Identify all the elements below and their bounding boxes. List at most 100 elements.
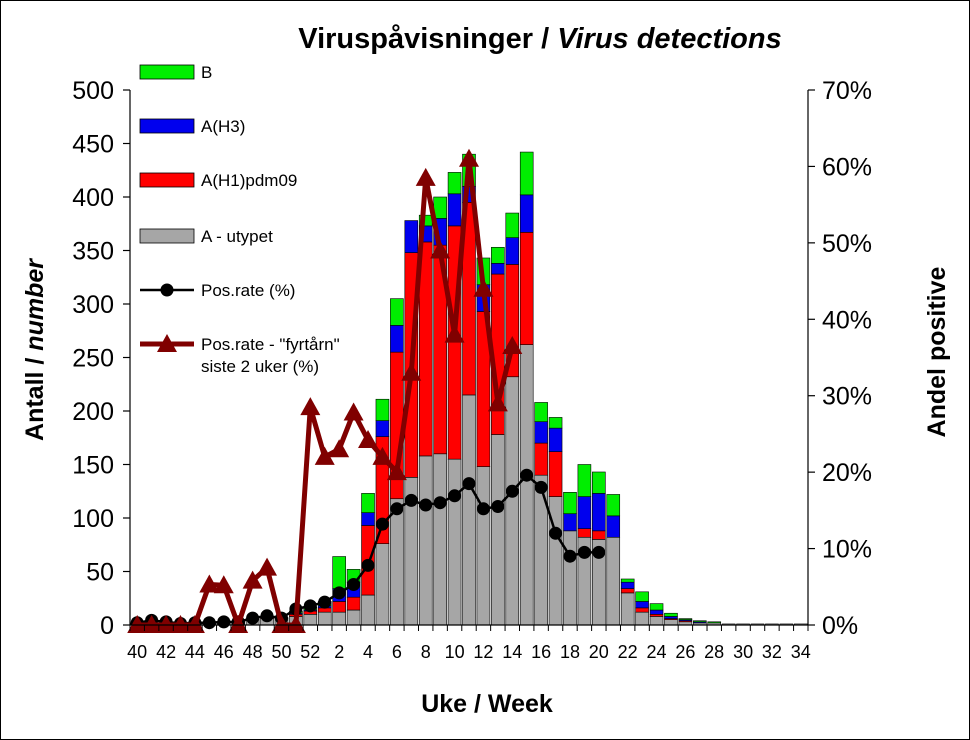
bar-a-h3-wk13 [491,263,505,275]
bar-a-utypet-wk8 [418,455,433,626]
y-axis-title: Antall / number [21,258,49,441]
x-tick-label-40: 40 [127,642,147,662]
bar-a-utypet-wk23 [635,611,649,626]
bar-a-utypet-wk6 [390,498,404,626]
x-tick-label-2: 2 [334,642,344,662]
point-pos-rate-wk45 [202,616,216,630]
point-pos-rate-wk20 [592,545,606,559]
bar-a-utypet-wk9 [433,453,447,626]
legend-sentinel-label-line1: Pos.rate - "fyrtårn" [201,335,340,354]
bar-b-wk6 [390,298,404,326]
bar-a-utypet-wk1 [317,611,332,626]
bar-a-h1-pdm09-wk23 [635,607,649,613]
point-pos-rate-wk46 [217,615,231,629]
left-axis-ticks: 0 50 100 150 200 250 300 350 400 450 500 [72,77,130,640]
point-pos-rate-wk1 [318,595,332,609]
bar-a-h3-wk14 [505,237,520,265]
point-pos-rate-wk17 [549,526,563,540]
bar-a-h3-wk17 [548,427,563,452]
point-sentinel-rate-wk2 [329,439,350,458]
x-tick-label-4: 4 [363,642,373,662]
bar-a-utypet-wk10 [447,458,462,626]
point-sentinel-rate-wk10 [444,324,465,343]
bar-b-wk5 [375,398,390,421]
point-sentinel-rate-wk13 [487,393,508,412]
point-pos-rate-wk4 [361,558,375,572]
lines-layer [127,148,606,633]
y-tick-label-450: 450 [72,131,114,159]
legend-rate-marker [160,283,174,297]
point-sentinel-rate-wk12 [473,278,494,297]
x-tick-label-22: 22 [618,642,638,662]
bar-a-h3-wk24 [649,609,664,615]
bar-b-wk22 [620,578,635,583]
point-sentinel-rate-wk42 [156,615,177,633]
point-pos-rate-wk19 [577,545,591,559]
point-sentinel-rate-wk44 [184,615,205,633]
bar-b-wk23 [635,591,649,602]
legend-a-utypet-label: A - utypet [201,227,273,246]
bar-a-h3-wk19 [577,496,592,530]
y2-tick-label-5: 50% [822,230,872,258]
bar-a-h1-pdm09-wk15 [519,232,534,345]
bar-a-utypet-wk15 [519,344,534,626]
point-pos-rate-wk13 [491,500,505,513]
bar-a-utypet-wk2 [332,611,346,626]
bar-a-utypet-wk16 [534,474,548,626]
y2-axis-title: Andel positive [923,266,951,437]
bar-a-utypet-wk18 [563,530,577,626]
point-pos-rate-wk14 [505,484,519,498]
point-sentinel-rate-wk51 [285,615,306,633]
legend-rate-label: Pos.rate (%) [201,281,295,300]
bar-b-wk14 [505,212,520,238]
point-sentinel-rate-wk50 [271,615,292,633]
point-pos-rate-wk7 [404,493,418,507]
point-sentinel-rate-wk6 [386,462,407,481]
point-pos-rate-wk15 [520,468,534,482]
bar-a-h3-wk6 [390,325,404,353]
bar-b-wk20 [592,471,606,494]
point-pos-rate-wk5 [375,517,389,531]
x-tick-label-48: 48 [243,642,263,662]
bar-a-h1-pdm09-wk24 [649,613,664,617]
legend-a-h1-pdm09-label: A(H1)pdm09 [201,171,297,190]
bar-a-h3-wk4 [361,512,375,526]
point-pos-rate-wk3 [347,578,361,591]
y-tick-label-400: 400 [72,184,114,212]
point-pos-rate-wk18 [563,549,577,563]
x-tick-label-6: 6 [392,642,402,662]
x-tick-label-30: 30 [733,642,753,662]
x-axis-title: Uke / Week [421,690,553,718]
y-tick-label-150: 150 [72,452,114,480]
x-tick-label-50: 50 [271,642,291,662]
x-tick-label-10: 10 [445,642,465,662]
bar-a-utypet-wk21 [606,536,621,626]
bar-b-wk24 [649,603,664,611]
point-sentinel-rate-wk7 [401,362,422,381]
bar-a-h3-wk16 [534,421,548,444]
point-sentinel-rate-wk1 [314,446,335,465]
point-sentinel-rate-wk49 [257,557,278,576]
point-pos-rate-wk16 [534,480,548,494]
bar-a-h1-pdm09-wk3 [346,596,361,611]
bar-a-h1-pdm09-wk8 [418,241,433,457]
y-tick-label-500: 500 [72,77,114,105]
bar-a-utypet-wk3 [346,609,361,626]
x-tick-label-28: 28 [704,642,724,662]
bar-b-wk15 [519,151,534,196]
bar-b-wk4 [361,493,375,513]
point-sentinel-rate-wk45 [199,574,220,593]
x-tick-label-32: 32 [762,642,782,662]
point-sentinel-rate-wk43 [170,615,191,633]
point-pos-rate-wk6 [390,502,404,516]
chart-title: Viruspåvisninger / Virus detections [298,23,782,55]
x-tick-label-26: 26 [675,642,695,662]
point-pos-rate-wk52 [303,599,317,613]
y-tick-label-100: 100 [72,505,114,533]
bar-b-wk25 [664,612,678,617]
bar-b-wk13 [491,246,505,264]
bar-a-h3-wk22 [620,581,635,589]
point-sentinel-rate-wk8 [415,167,436,186]
point-pos-rate-wk2 [332,586,346,600]
point-pos-rate-wk48 [246,611,260,625]
